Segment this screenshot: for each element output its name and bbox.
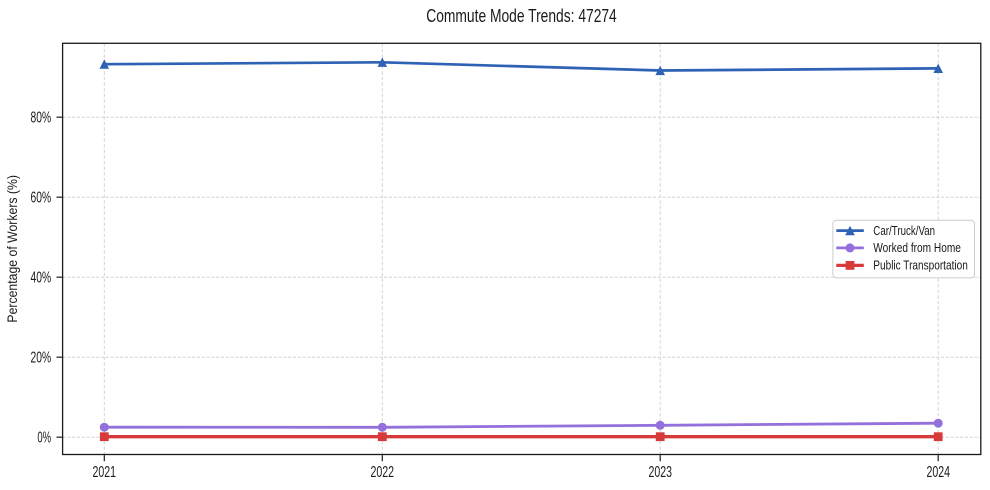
- svg-text:2021: 2021: [93, 464, 117, 481]
- svg-text:0%: 0%: [37, 429, 51, 446]
- svg-text:2024: 2024: [926, 464, 950, 481]
- svg-text:2022: 2022: [371, 464, 395, 481]
- svg-text:Worked from Home: Worked from Home: [873, 241, 961, 255]
- svg-text:60%: 60%: [31, 189, 52, 206]
- svg-text:Public Transportation: Public Transportation: [873, 259, 968, 273]
- svg-text:80%: 80%: [31, 109, 52, 126]
- svg-text:Percentage of Workers (%): Percentage of Workers (%): [5, 175, 20, 323]
- svg-text:40%: 40%: [31, 269, 52, 286]
- svg-text:Car/Truck/Van: Car/Truck/Van: [873, 224, 935, 238]
- svg-text:2023: 2023: [648, 464, 672, 481]
- svg-text:20%: 20%: [31, 349, 52, 366]
- svg-text:Commute Mode Trends: 47274: Commute Mode Trends: 47274: [426, 6, 617, 26]
